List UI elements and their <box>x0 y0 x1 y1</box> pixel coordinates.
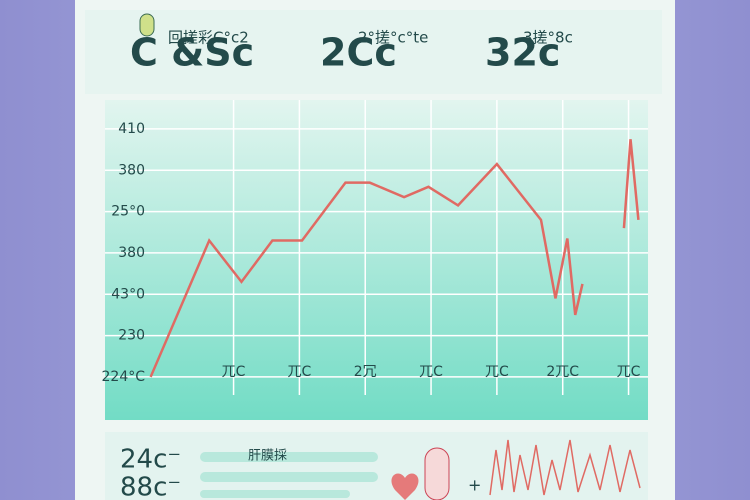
y-tick-label: 25°0 <box>111 204 145 220</box>
x-tick-label: 2兀C <box>546 364 579 380</box>
header-value: 32c <box>485 31 560 75</box>
header-caption: 回搓彩C°c2 <box>168 29 249 47</box>
footer-card <box>105 432 648 500</box>
y-tick-label: 380 <box>118 245 145 261</box>
x-tick-label: 兀C <box>617 364 641 380</box>
reading: 24c⁻ <box>120 445 181 475</box>
x-tick-label: 兀C <box>419 364 443 380</box>
y-tick-label: 230 <box>118 328 145 344</box>
x-tick-label: 2冗 <box>354 364 377 380</box>
y-tick-label: 43°0 <box>111 286 145 302</box>
header-value: C &Sc <box>130 31 254 75</box>
header-caption: 2°搓°c°te <box>358 29 428 47</box>
chart-card <box>105 100 648 420</box>
header-card <box>85 10 662 94</box>
header-caption: 3搓°8c <box>523 29 573 47</box>
x-tick-label: 兀C <box>485 364 509 380</box>
bar <box>200 472 378 482</box>
plus: + <box>468 476 481 495</box>
pulse-line <box>489 439 641 496</box>
x-tick-label: 兀C <box>222 364 246 380</box>
heart-icon <box>391 473 419 500</box>
x-tick-label: 兀C <box>288 364 312 380</box>
data-line <box>149 139 640 378</box>
icon <box>139 13 155 37</box>
y-tick-label: 380 <box>118 162 145 178</box>
thermometer <box>424 447 450 500</box>
y-tick-label: 410 <box>118 121 145 137</box>
header-value: 2Cc <box>320 31 397 75</box>
y-tick-label: 224°C <box>102 369 146 385</box>
bar-label: 肝膜採 <box>248 449 287 464</box>
bar <box>200 490 350 498</box>
bar <box>200 452 378 462</box>
reading: 88c⁻ <box>120 473 181 500</box>
